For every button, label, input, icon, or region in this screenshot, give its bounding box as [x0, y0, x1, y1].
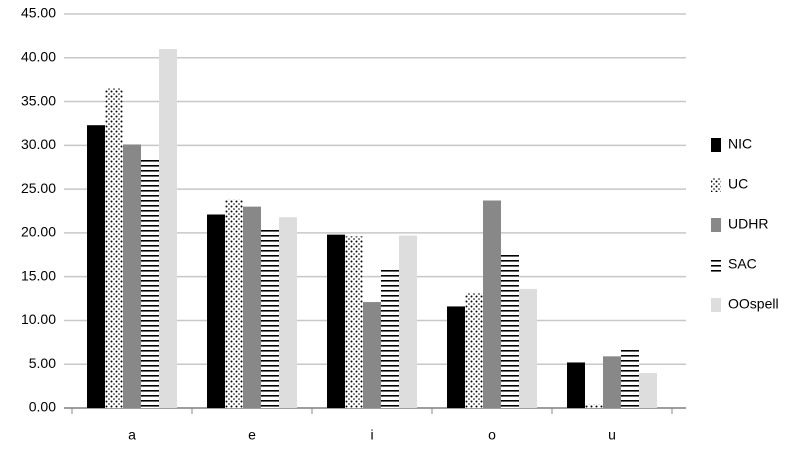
x-tick-label: u	[608, 427, 616, 443]
legend-swatch	[711, 138, 721, 152]
x-tick-label: a	[128, 427, 136, 443]
legend-swatch	[711, 298, 721, 312]
bar	[363, 302, 381, 408]
bar	[585, 404, 603, 408]
y-tick-label: 15.00	[21, 267, 56, 283]
bar	[225, 199, 243, 408]
bar	[501, 253, 519, 408]
bar	[381, 269, 399, 408]
legend-label: UC	[728, 176, 748, 192]
y-tick-label: 0.00	[29, 399, 56, 415]
y-tick-label: 45.00	[21, 5, 56, 21]
bar	[87, 125, 105, 408]
legend-label: SAC	[728, 256, 757, 272]
x-tick-label: o	[488, 427, 496, 443]
bar	[519, 288, 537, 408]
legend-label: OOspell	[728, 296, 779, 312]
y-tick-label: 20.00	[21, 224, 56, 240]
legend-label: UDHR	[728, 216, 768, 232]
bar	[207, 214, 225, 408]
bar	[567, 362, 585, 408]
bar	[483, 200, 501, 408]
bar	[345, 236, 363, 408]
y-tick-label: 10.00	[21, 311, 56, 327]
y-tick-label: 25.00	[21, 180, 56, 196]
bar	[639, 372, 657, 408]
bar	[279, 217, 297, 408]
bar	[105, 88, 123, 408]
bar	[261, 229, 279, 408]
bar	[141, 157, 159, 408]
y-tick-label: 30.00	[21, 136, 56, 152]
x-tick-label: e	[248, 427, 256, 443]
legend-swatch	[711, 178, 721, 192]
bar	[123, 144, 141, 409]
legend-label: NIC	[728, 136, 752, 152]
y-tick-label: 5.00	[29, 355, 56, 371]
bar	[447, 306, 465, 408]
legend-swatch	[711, 218, 721, 232]
y-tick-label: 40.00	[21, 48, 56, 64]
bar	[399, 235, 417, 408]
y-tick-label: 35.00	[21, 92, 56, 108]
bar	[243, 206, 261, 408]
bar	[465, 292, 483, 408]
bar	[159, 49, 177, 409]
x-tick-label: i	[370, 427, 373, 443]
bar	[603, 356, 621, 408]
legend-swatch	[711, 258, 721, 272]
bar	[327, 234, 345, 408]
bar	[621, 348, 639, 408]
